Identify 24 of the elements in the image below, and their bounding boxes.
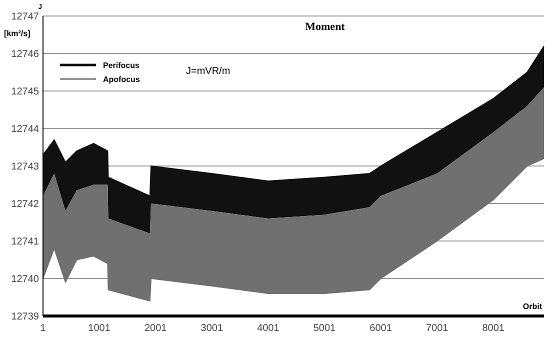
x-tick-label: 5001	[313, 323, 336, 334]
x-tick-label: 4001	[257, 323, 280, 334]
y-tick-label: 12740	[11, 274, 40, 285]
y-tick-label: 12747	[11, 12, 40, 22]
legend-label: Apofocus	[103, 75, 140, 84]
legend-label: Perifocus	[103, 61, 140, 70]
x-axis-title: Orbit	[522, 302, 542, 311]
x-tick-label: 3001	[200, 323, 224, 334]
text: [km²/s]	[4, 29, 31, 38]
chart-title: Moment	[305, 21, 346, 33]
y-tick-label: 12746	[11, 49, 40, 60]
x-tick-label: 7001	[426, 323, 449, 334]
y-tick-label: 12741	[11, 236, 40, 248]
y-tick-label: 12739	[11, 312, 40, 322]
y-tick-label: 12742	[11, 199, 40, 210]
x-tick-label: 1	[40, 323, 46, 334]
x-tick-label: 8001	[482, 323, 505, 334]
x-tick-label: 6001	[370, 323, 392, 334]
y-tick-label: 12744	[11, 124, 40, 135]
x-tick-label: 2001	[144, 323, 168, 334]
y-tick-label: 12743	[11, 162, 40, 172]
y-tick-label: 12745	[11, 86, 40, 98]
x-tick-label: 1001	[88, 323, 111, 334]
annotation: J=mVR/m	[186, 66, 230, 77]
